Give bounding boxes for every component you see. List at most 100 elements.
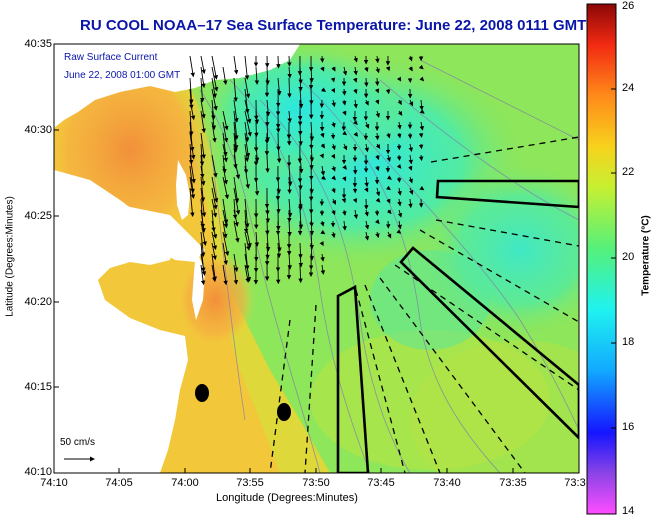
current-vector: [397, 198, 402, 207]
current-vector: [265, 231, 271, 252]
current-vector: [244, 165, 250, 189]
colorbar-tick-label: 26: [622, 0, 635, 12]
sampling-boxes: [336, 179, 579, 473]
current-vector: [222, 110, 229, 131]
legend-line-1: Raw Surface Current: [64, 52, 158, 63]
current-vector: [200, 132, 206, 159]
current-vector: [298, 77, 303, 92]
current-vector: [320, 66, 325, 72]
current-vector: [233, 121, 239, 150]
x-axis-label: Longitude (Degrees:Minutes): [216, 492, 358, 504]
current-vector: [397, 121, 402, 130]
current-vector: [331, 231, 336, 239]
current-vector: [341, 198, 347, 204]
current-vector: [309, 143, 315, 162]
current-vector: [386, 198, 391, 204]
current-vector: [244, 121, 250, 142]
current-vector: [309, 154, 314, 170]
current-vector: [244, 77, 251, 99]
colorbar-tick-label: 18: [622, 336, 635, 348]
current-vector: [321, 87, 327, 93]
current-vector: [342, 130, 348, 136]
current-vector: [189, 187, 195, 217]
current-vector: [222, 220, 228, 239]
current-vector: [211, 77, 217, 99]
current-vector: [200, 209, 206, 233]
current-vector: [233, 110, 239, 140]
y-tick-label: 40:20: [24, 296, 52, 308]
current-vector: [364, 66, 369, 73]
current-vector: [385, 185, 391, 191]
current-vector: [320, 229, 326, 235]
current-vector: [397, 209, 403, 218]
current-vector: [343, 143, 348, 151]
current-vector: [375, 165, 380, 172]
current-vector: [321, 175, 327, 180]
current-vector: [222, 198, 229, 225]
current-vector: [375, 231, 380, 239]
current-vector: [365, 121, 370, 129]
colorbar-tick-label: 16: [622, 421, 635, 433]
current-vector: [418, 143, 424, 150]
current-vector: [396, 76, 402, 82]
current-vector: [408, 198, 413, 209]
current-vector: [287, 253, 293, 270]
current-vector: [211, 220, 218, 239]
warm-patch-south: [175, 250, 255, 350]
current-vector: [287, 220, 292, 237]
current-vector: [200, 231, 206, 257]
current-vector: [287, 55, 292, 67]
current-vector: [352, 198, 358, 204]
current-vector: [233, 264, 239, 285]
current-vector: [342, 99, 347, 106]
current-vector: [309, 220, 315, 236]
current-vector: [222, 264, 228, 286]
current-vector: [244, 231, 251, 251]
current-vector: [309, 176, 314, 194]
x-tick-label: 73:35: [499, 477, 527, 489]
current-vector: [200, 264, 206, 286]
current-vector: [408, 165, 413, 171]
current-vector: [298, 66, 303, 85]
current-vector: [374, 219, 380, 225]
current-vector: [331, 99, 336, 108]
current-vector: [233, 209, 239, 227]
current-vector: [330, 77, 336, 83]
bathymetry-contours: [199, 59, 579, 473]
current-vector: [222, 143, 228, 163]
current-vector: [375, 197, 381, 203]
current-vector: [408, 66, 413, 72]
current-vector: [320, 132, 325, 138]
current-vector: [287, 209, 292, 223]
legend-line-2: June 22, 2008 01:00 GMT: [64, 70, 181, 81]
current-vector: [222, 132, 228, 157]
current-vector: [396, 229, 402, 234]
current-vector: [244, 264, 250, 283]
current-vector: [331, 175, 336, 181]
current-vector: [200, 99, 206, 119]
current-vector: [319, 241, 324, 247]
current-vector: [211, 110, 217, 131]
current-vector: [298, 264, 303, 284]
current-vector: [387, 231, 392, 239]
current-vector: [222, 165, 228, 185]
current-vector: [233, 77, 238, 102]
current-vector: [233, 55, 239, 75]
x-tick-label: 73:55: [236, 477, 264, 489]
current-vector: [330, 153, 336, 159]
current-vector: [298, 209, 304, 230]
current-vector: [330, 87, 336, 94]
current-vector: [331, 198, 336, 205]
current-vector: [200, 176, 206, 202]
current-vector: [408, 143, 414, 152]
current-vector: [375, 143, 381, 149]
current-vector: [309, 242, 315, 261]
current-vector: [409, 187, 414, 195]
current-vector: [409, 99, 414, 107]
current-vector: [364, 220, 370, 230]
current-vector: [342, 220, 347, 231]
x-tick-label: 73:3: [564, 477, 586, 489]
current-vector: [233, 220, 240, 243]
colorbar-label: Temperature (°C): [640, 215, 651, 296]
